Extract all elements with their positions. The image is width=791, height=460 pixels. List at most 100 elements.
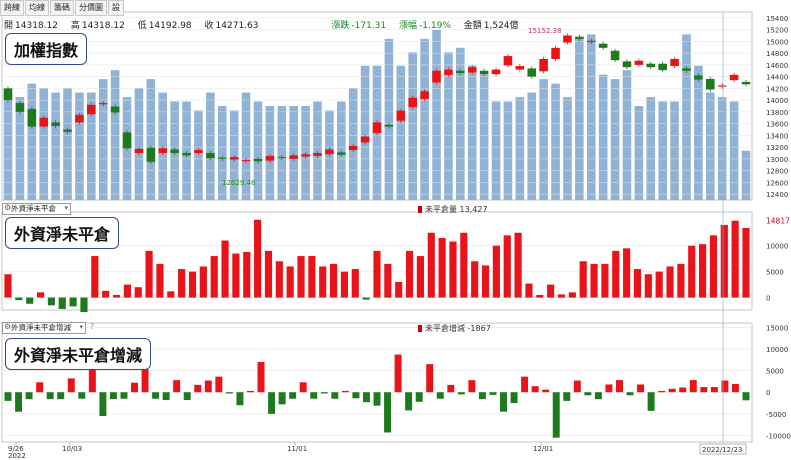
data-bar: [36, 382, 44, 393]
y-tick-label: 14200: [766, 85, 788, 93]
amount-value: 1,524億: [483, 21, 519, 31]
candle-body: [586, 40, 596, 42]
data-bar: [644, 274, 652, 298]
data-bar: [204, 380, 212, 393]
close-value: 14271.63: [215, 21, 259, 31]
data-bar: [721, 380, 729, 393]
y-tick-label: 5000: [766, 368, 784, 376]
data-bar: [58, 297, 66, 309]
volume-bar: [265, 106, 275, 200]
data-bar: [436, 392, 444, 399]
candle-body: [503, 56, 513, 66]
volume-bar: [253, 101, 263, 200]
candle-body: [87, 104, 96, 115]
candle-body: [301, 154, 310, 157]
tab-volume-profile[interactable]: 分價圖: [75, 0, 107, 16]
data-bar: [679, 387, 687, 393]
data-bar: [460, 232, 468, 298]
data-bar: [225, 392, 233, 394]
data-bar: [109, 392, 117, 400]
data-bar: [573, 380, 581, 393]
candle-body: [39, 117, 48, 127]
volume-bar: [27, 83, 37, 200]
candle-body: [741, 81, 751, 85]
panel3-indicator-label: 外資淨未平倉增減: [11, 323, 71, 332]
data-bar: [120, 392, 128, 399]
panel3-legend-text: 未平倉增減 -1867: [425, 324, 491, 333]
data-bar: [156, 263, 164, 298]
data-bar: [26, 297, 34, 304]
data-bar: [457, 392, 465, 395]
open-value: 14318.12: [15, 21, 58, 31]
candle-body: [229, 157, 239, 160]
low-annotation: 12629.48: [222, 179, 255, 187]
volume-bar: [384, 38, 394, 200]
data-bar: [141, 362, 149, 393]
tab-moving-average[interactable]: 均線: [25, 0, 49, 16]
candle-body: [527, 68, 537, 77]
data-bar: [264, 250, 273, 298]
data-bar: [215, 376, 223, 393]
data-bar: [297, 256, 305, 298]
volume-bar: [408, 52, 417, 201]
y-tick-label: 13400: [766, 132, 788, 140]
candle-body: [539, 59, 548, 72]
candle-body: [217, 157, 227, 159]
panel3-title: 外資淨未平倉增減: [5, 338, 152, 370]
volume-bar: [551, 83, 560, 200]
cursor-date-label: 2022/12/23: [702, 446, 742, 454]
volume-bar: [539, 79, 548, 200]
year-label: 2022: [8, 452, 26, 460]
candle-body: [408, 97, 417, 108]
volume-bar: [706, 92, 715, 200]
data-bar: [57, 392, 65, 400]
high-label: 高: [70, 21, 80, 31]
candle-body: [682, 68, 691, 71]
candle-body: [634, 60, 644, 65]
data-bar: [99, 392, 107, 417]
tab-chips[interactable]: 籌碼: [50, 0, 74, 16]
volume-bar: [694, 65, 703, 200]
candle-body: [360, 136, 370, 143]
data-bar: [590, 263, 598, 298]
data-bar: [199, 266, 207, 298]
data-bar: [152, 392, 160, 399]
data-bar: [69, 297, 77, 307]
data-bar: [481, 265, 490, 298]
volume-bar: [396, 65, 406, 200]
data-bar: [405, 250, 414, 298]
candle-body: [729, 74, 739, 81]
panel2-indicator-select[interactable]: ⚙ 外資淨未平倉 ▾: [2, 203, 71, 215]
tab-crossline[interactable]: 跨線: [0, 0, 24, 16]
candle-body: [27, 108, 37, 127]
candle-body: [241, 160, 251, 162]
candle-body: [313, 153, 322, 156]
volume-bar: [277, 106, 287, 200]
panel3-indicator-select[interactable]: ⚙ 外資淨未平倉增減 ▾: [2, 322, 86, 334]
y-tick-label: 15000: [766, 324, 788, 332]
tab-settings[interactable]: 設: [108, 0, 124, 16]
data-bar: [232, 253, 240, 298]
volume-bar: [51, 92, 60, 200]
data-bar: [236, 392, 244, 406]
candle-body: [265, 155, 275, 161]
data-bar: [145, 250, 153, 298]
data-bar: [709, 235, 718, 298]
data-bar: [623, 248, 631, 298]
data-bar: [47, 297, 55, 306]
data-bar: [616, 380, 623, 393]
candle-body: [146, 147, 156, 162]
data-bar: [468, 380, 476, 393]
volume-bar: [467, 65, 477, 200]
volume-bar: [360, 65, 370, 200]
candle-body: [158, 148, 168, 153]
candle-body: [63, 129, 72, 132]
candle-body: [325, 149, 334, 155]
volume-bar: [575, 38, 584, 200]
data-bar: [80, 297, 88, 313]
help-icon[interactable]: ?: [90, 322, 95, 331]
panel2-title: 外資淨未平倉: [5, 217, 120, 249]
data-bar: [112, 294, 121, 298]
volume-bar: [610, 79, 620, 200]
